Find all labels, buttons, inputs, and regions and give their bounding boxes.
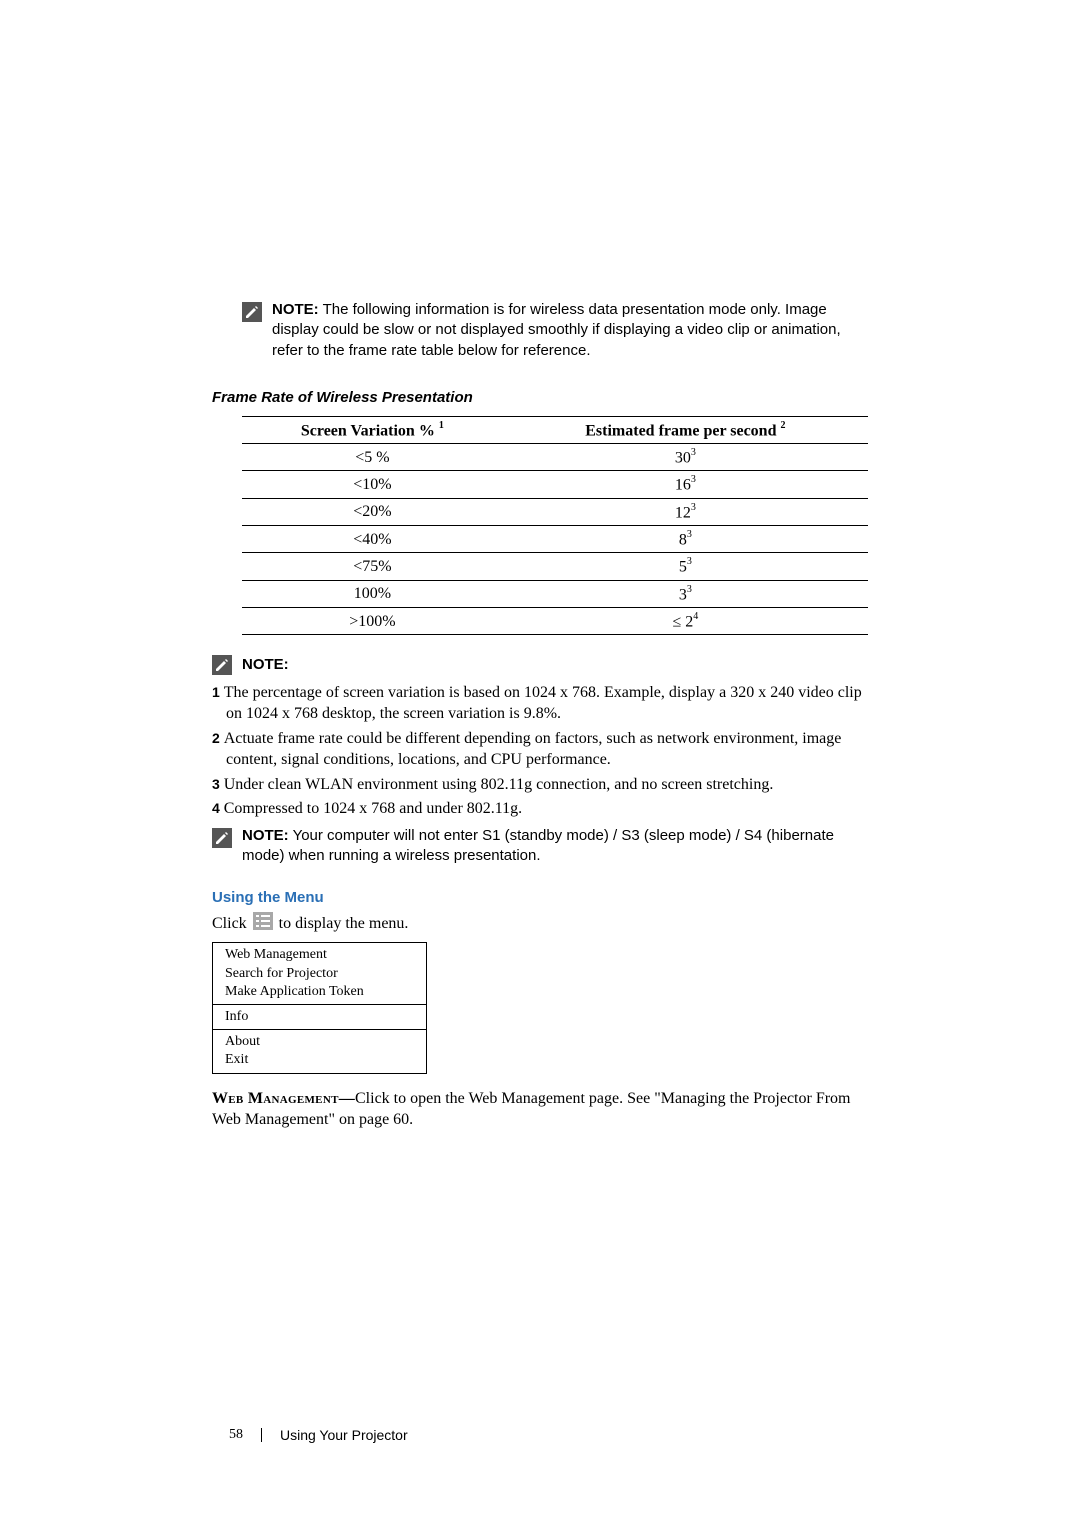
fps-cell: 303 [503, 444, 868, 471]
variation-cell: <10% [242, 471, 503, 498]
variation-cell: <5 % [242, 444, 503, 471]
footer-section: Using Your Projector [280, 1427, 408, 1443]
variation-cell: 100% [242, 580, 503, 607]
table-row: <40%83 [242, 526, 868, 553]
using-menu-heading: Using the Menu [212, 889, 868, 906]
page-footer: 58 Using Your Projector [229, 1427, 408, 1443]
footnote-1: 1 The percentage of screen variation is … [212, 683, 868, 725]
variation-cell: <20% [242, 498, 503, 525]
menu-item[interactable]: Web Management [225, 946, 414, 964]
page-number: 58 [229, 1427, 243, 1443]
note-header-after-table: NOTE: [212, 653, 868, 675]
note-sleep-body: Your computer will not enter S1 (standby… [242, 827, 834, 864]
fps-cell: 83 [503, 526, 868, 553]
table-row: <75%53 [242, 553, 868, 580]
menu-list-icon [253, 912, 273, 937]
menu-item[interactable]: About [225, 1033, 414, 1051]
fps-cell: 53 [503, 553, 868, 580]
menu-item[interactable]: Info [225, 1008, 414, 1026]
menu-item[interactable]: Make Application Token [225, 983, 414, 1001]
frame-rate-title: Frame Rate of Wireless Presentation [212, 389, 868, 406]
pencil-note-icon [212, 828, 234, 848]
table-row: <20%123 [242, 498, 868, 525]
note-label: NOTE: [242, 827, 289, 844]
menu-group-3: About Exit [213, 1030, 426, 1072]
note-text-sleep: NOTE: Your computer will not enter S1 (s… [242, 826, 868, 867]
menu-item[interactable]: Search for Projector [225, 965, 414, 983]
menu-group-1: Web Management Search for Projector Make… [213, 943, 426, 1005]
footer-divider [261, 1428, 262, 1442]
click-menu-line: Click to display the menu. [212, 912, 868, 937]
table-row: <10%163 [242, 471, 868, 498]
footnote-4: 4 Compressed to 1024 x 768 and under 802… [212, 799, 868, 820]
fps-cell: 33 [503, 580, 868, 607]
note-top-body: The following information is for wireles… [272, 301, 841, 359]
menu-item[interactable]: Exit [225, 1051, 414, 1069]
pencil-note-icon [242, 302, 264, 322]
col-header-fps: Estimated frame per second 2 [503, 416, 868, 443]
footnote-3: 3 Under clean WLAN environment using 802… [212, 775, 868, 796]
fps-cell: 163 [503, 471, 868, 498]
fps-cell: ≤ 24 [503, 608, 868, 635]
fps-cell: 123 [503, 498, 868, 525]
variation-cell: >100% [242, 608, 503, 635]
web-mgmt-label: Web Management— [212, 1090, 355, 1107]
footnote-2: 2 Actuate frame rate could be different … [212, 729, 868, 771]
footnotes-list: 1 The percentage of screen variation is … [212, 683, 868, 820]
table-row: 100%33 [242, 580, 868, 607]
table-row: <5 %303 [242, 444, 868, 471]
pencil-note-icon [212, 655, 234, 675]
note-label: NOTE: [272, 301, 319, 318]
variation-cell: <40% [242, 526, 503, 553]
note-text-top: NOTE: The following information is for w… [272, 300, 868, 361]
frame-rate-table: Screen Variation % 1 Estimated frame per… [242, 416, 868, 636]
note-block-top: NOTE: The following information is for w… [242, 300, 868, 361]
web-management-para: Web Management—Click to open the Web Man… [212, 1088, 868, 1131]
note-label: NOTE: [242, 656, 289, 673]
menu-group-2: Info [213, 1005, 426, 1030]
col-header-variation: Screen Variation % 1 [242, 416, 503, 443]
note-block-sleep: NOTE: Your computer will not enter S1 (s… [212, 826, 868, 867]
variation-cell: <75% [242, 553, 503, 580]
menu-box: Web Management Search for Projector Make… [212, 942, 427, 1073]
table-row: >100%≤ 24 [242, 608, 868, 635]
